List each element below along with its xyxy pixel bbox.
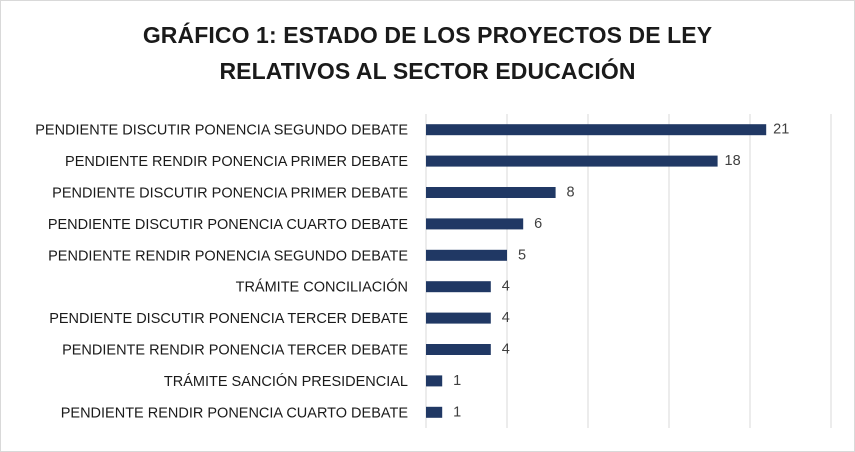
data-label: 21 bbox=[773, 122, 789, 138]
bar bbox=[426, 187, 556, 198]
bar bbox=[426, 249, 507, 261]
category-label: PENDIENTE RENDIR PONENCIA PRIMER DEBATE bbox=[65, 154, 408, 170]
data-label: 4 bbox=[502, 279, 510, 295]
data-label: 5 bbox=[518, 247, 526, 263]
data-label: 18 bbox=[725, 153, 741, 169]
category-label: PENDIENTE DISCUTIR PONENCIA SEGUNDO DEBA… bbox=[35, 123, 408, 139]
data-label: 1 bbox=[453, 373, 461, 389]
category-label: PENDIENTE RENDIR PONENCIA CUARTO DEBATE bbox=[61, 405, 409, 421]
category-label: PENDIENTE DISCUTIR PONENCIA TERCER DEBAT… bbox=[49, 311, 408, 327]
bar bbox=[426, 344, 491, 355]
data-label: 6 bbox=[534, 216, 542, 232]
category-label: PENDIENTE RENDIR PONENCIA TERCER DEBATE bbox=[62, 343, 408, 359]
category-label: PENDIENTE DISCUTIR PONENCIA PRIMER DEBAT… bbox=[52, 186, 408, 202]
data-label: 1 bbox=[453, 404, 461, 420]
data-label: 4 bbox=[502, 342, 510, 358]
category-label: TRÁMITE CONCILIACIÓN bbox=[236, 279, 408, 296]
bar bbox=[426, 155, 718, 167]
chart-title-line-2: RELATIVOS AL SECTOR EDUCACIÓN bbox=[219, 58, 636, 84]
category-label: PENDIENTE RENDIR PONENCIA SEGUNDO DEBATE bbox=[48, 248, 408, 264]
data-label: 4 bbox=[502, 310, 510, 326]
bar bbox=[426, 124, 767, 136]
bar bbox=[426, 375, 443, 387]
bar bbox=[426, 281, 491, 293]
category-label: PENDIENTE DISCUTIR PONENCIA CUARTO DEBAT… bbox=[48, 217, 408, 233]
category-label: TRÁMITE SANCIÓN PRESIDENCIAL bbox=[164, 373, 408, 390]
bar bbox=[426, 312, 491, 324]
bar bbox=[426, 406, 443, 418]
chart-title-line-1: GRÁFICO 1: ESTADO DE LOS PROYECTOS DE LE… bbox=[142, 22, 713, 48]
data-label: 8 bbox=[567, 185, 575, 201]
bar bbox=[426, 218, 524, 230]
